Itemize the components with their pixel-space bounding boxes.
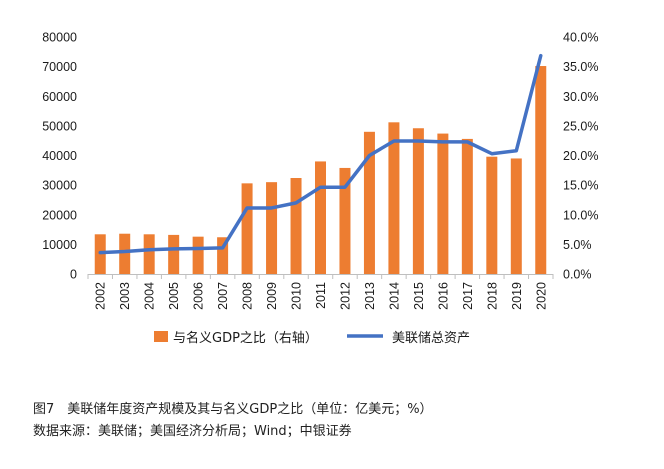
bar-2019 [510,158,522,274]
x-tick-label: 2002 [94,282,108,310]
right-y-tick-label: 30.0% [563,90,598,104]
left-y-tick-label: 70000 [42,60,77,74]
bar-2018 [486,156,498,274]
bar-series [94,66,547,274]
right-y-tick-label: 20.0% [563,149,598,163]
line-series [98,53,543,255]
bar-2013 [363,131,375,274]
bar-2014 [388,122,400,274]
left-y-tick-label: 10000 [42,238,77,252]
left-y-tick-label: 50000 [42,119,77,133]
bar-2008 [241,183,253,274]
bar-2017 [461,138,473,274]
legend-label-line: 美联储总资产 [392,331,470,346]
right-y-axis-ticks: 0.0% 5.0% 10.0% 15.0% 20.0% 25.0% 30.0% 35.0% 40… [563,31,598,282]
left-y-tick-label: 40000 [42,149,77,163]
x-tick-label: 2017 [461,282,475,310]
legend: 与名义GDP之比（右轴） 美联储总资产 [154,330,470,346]
legend-label-bar: 与名义GDP之比（右轴） [173,330,318,346]
x-tick-label: 2006 [192,282,206,310]
left-y-tick-label: 80000 [42,31,77,45]
x-tick-label: 2011 [314,282,328,309]
bar-2005 [168,234,180,274]
x-tick-label: 2013 [363,282,377,310]
left-y-axis-ticks: 0 10000 20000 30000 40000 50000 60000 70000 8000… [42,31,77,282]
bar-2016 [437,133,449,274]
bar-2003 [119,233,131,274]
right-y-tick-label: 5.0% [563,238,592,252]
x-axis-ticks: 2002 2003 2004 2005 2006 2007 2008 2009 2010 2011… [94,282,549,310]
x-tick-label: 2016 [436,282,450,310]
left-y-tick-label: 60000 [42,90,77,104]
x-tick-label: 2008 [241,282,255,310]
bar-2012 [339,167,351,274]
chart: 0 10000 20000 30000 40000 50000 60000 70000 8000… [42,31,598,347]
axes [87,274,554,279]
right-y-tick-label: 0.0% [563,268,592,282]
left-y-tick-label: 0 [70,268,77,282]
x-tick-label: 2012 [338,282,352,310]
x-tick-label: 2019 [510,282,524,310]
x-tick-label: 2004 [143,282,157,310]
left-y-tick-label: 20000 [42,208,77,222]
x-tick-label: 2003 [118,282,132,310]
bar-2011 [315,161,326,274]
data-source: 数据来源：美联储；美国经济分析局；Wind；中银证券 [33,424,352,439]
bar-2010 [290,178,302,274]
right-y-tick-label: 15.0% [563,179,598,193]
bar-2009 [266,182,278,274]
x-tick-label: 2007 [216,282,230,310]
x-tick-label: 2010 [290,282,304,310]
x-tick-label: 2020 [534,282,548,310]
bar-2007 [217,237,229,274]
x-tick-label: 2014 [387,282,401,310]
left-y-tick-label: 30000 [42,179,77,193]
right-y-tick-label: 10.0% [563,208,598,222]
x-tick-label: 2018 [485,282,499,310]
bar-2015 [412,128,424,274]
right-y-tick-label: 25.0% [563,119,598,133]
bar-2020 [535,66,547,274]
right-y-tick-label: 35.0% [563,60,598,74]
x-tick-label: 2009 [265,282,279,310]
x-tick-label: 2005 [167,282,181,310]
figure-caption: 图7 美联储年度资产规模及其与名义GDP之比（单位：亿美元；%） [33,402,433,417]
right-y-tick-label: 40.0% [563,31,598,45]
bar-2004 [143,234,155,274]
x-tick-label: 2015 [412,282,426,310]
bar-2006 [192,236,204,274]
legend-swatch-bar [154,331,168,342]
